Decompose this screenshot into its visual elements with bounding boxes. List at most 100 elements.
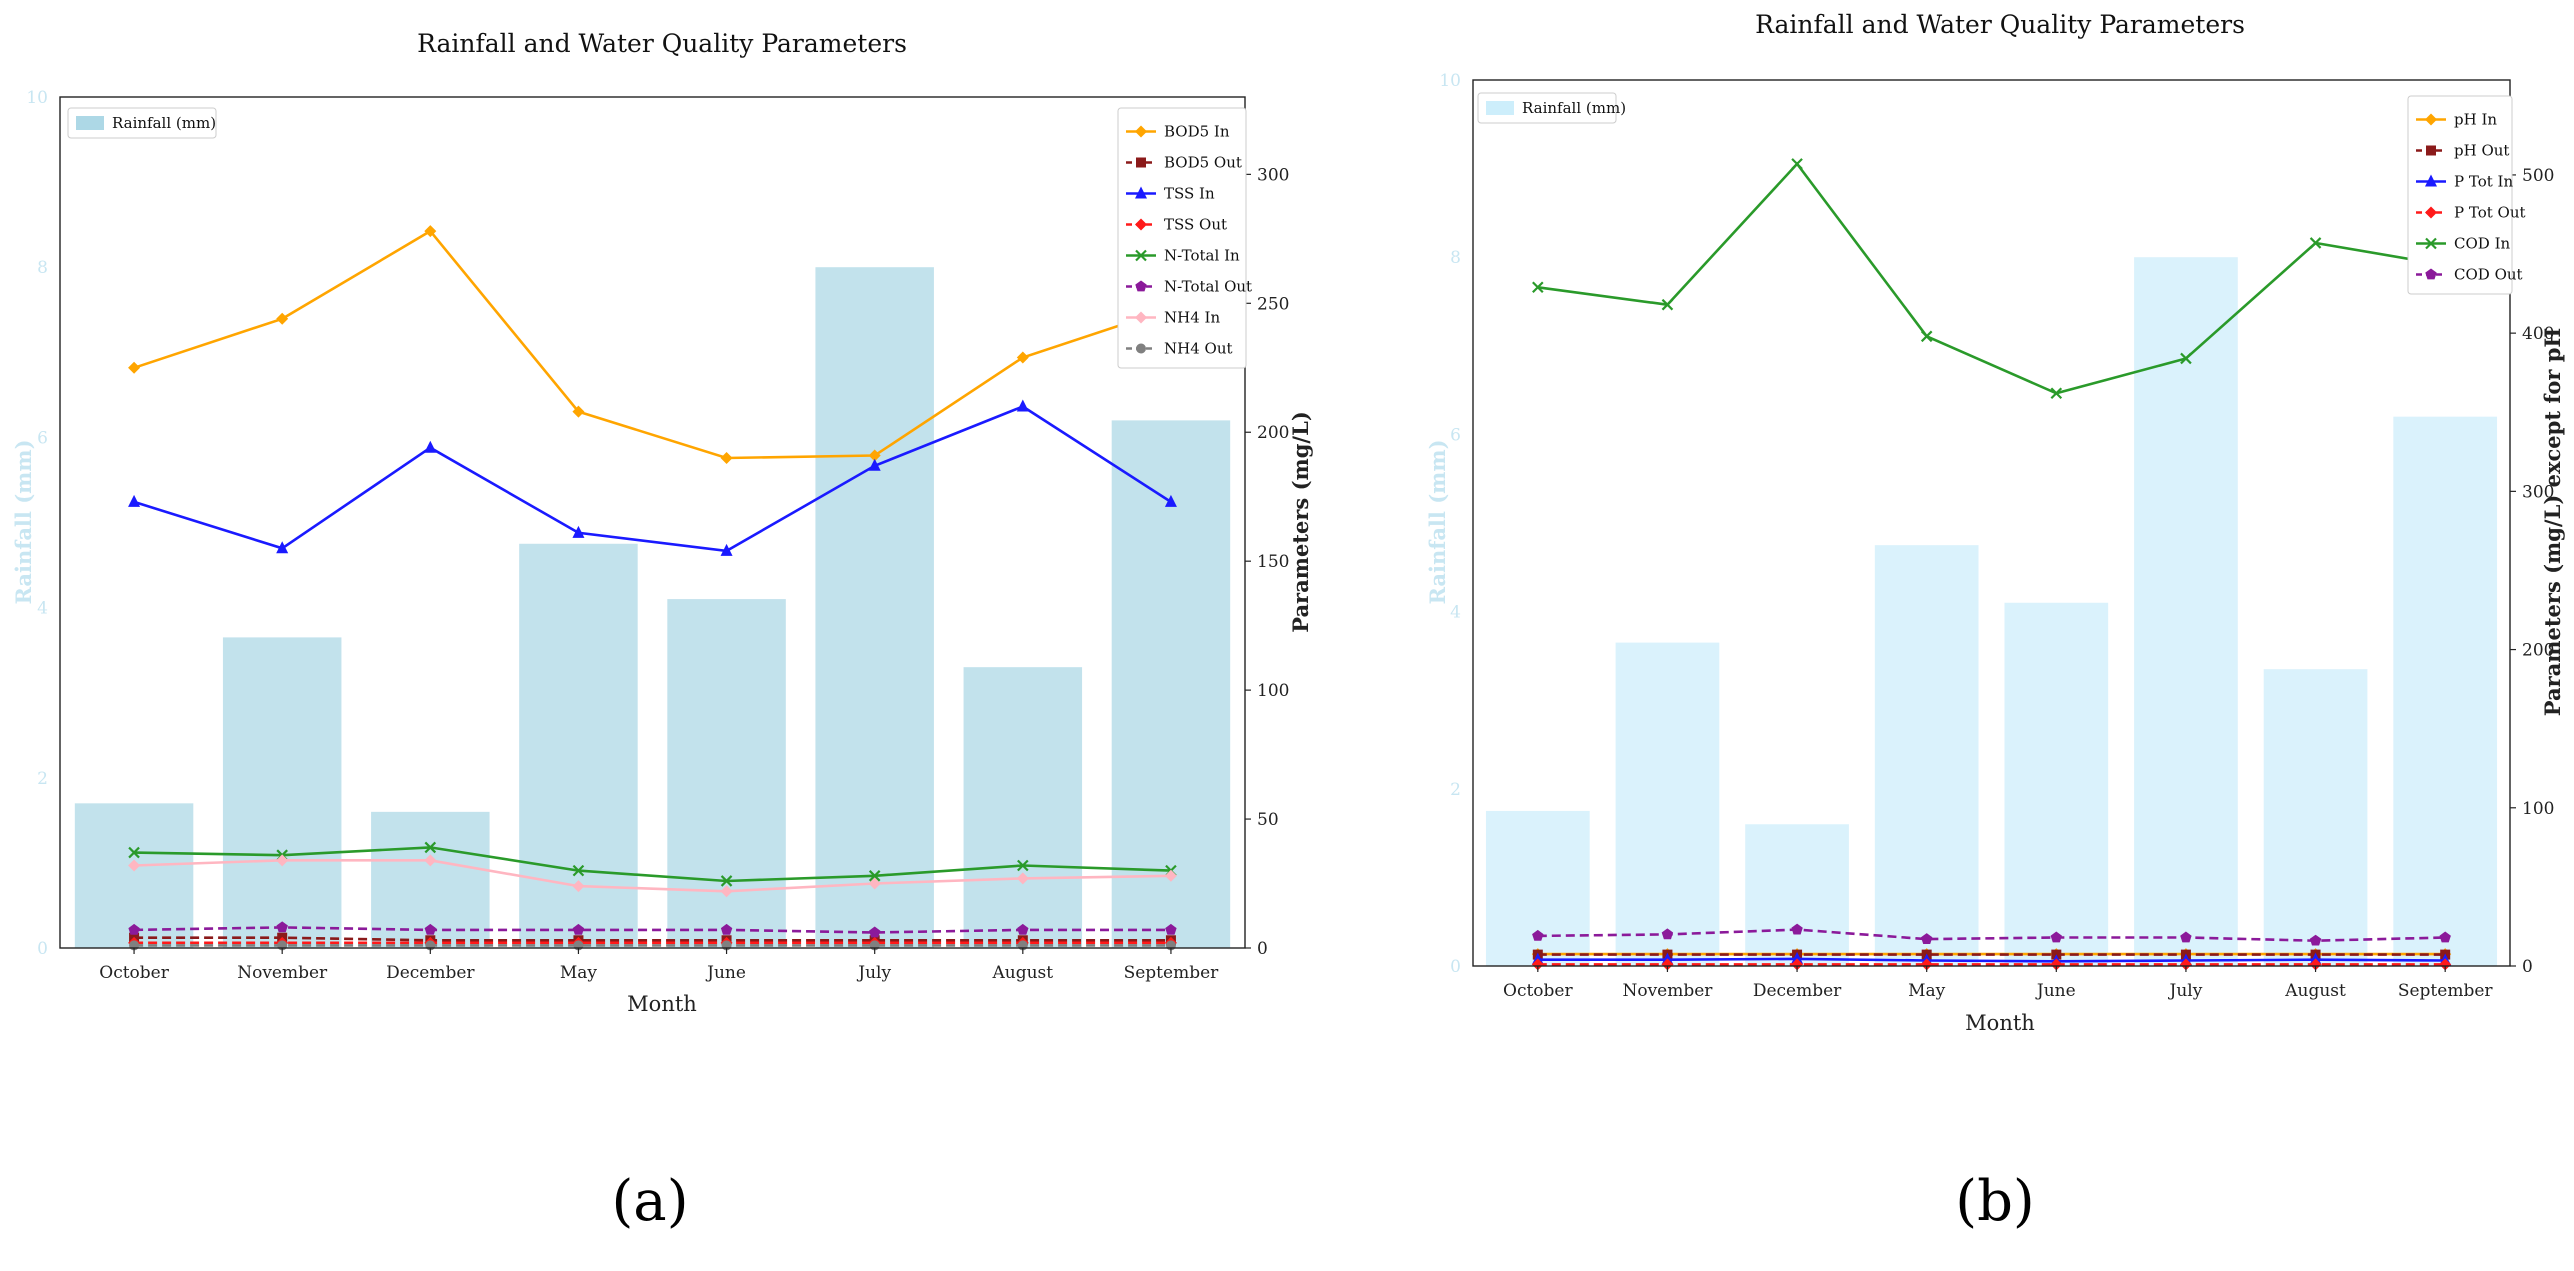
chart-b-legend-marker-3 <box>2425 206 2437 219</box>
chart-b-legend-label-5: COD Out <box>2454 266 2523 284</box>
chart-b-x-tick-label-1: November <box>1622 981 1713 1001</box>
chart-a-legend-label-4: N-Total In <box>1164 247 1240 265</box>
chart-a-point-2-0 <box>128 494 141 507</box>
panel-label-a: (a) <box>611 1169 688 1234</box>
chart-b-point-4-5 <box>2180 352 2192 365</box>
chart-a-point-4-0 <box>128 846 140 859</box>
chart-b-left-tick-label-5: 10 <box>1439 71 1461 91</box>
chart-b-right-tick-label-2: 200 <box>2522 641 2554 661</box>
chart-a-line-legend-box <box>1117 107 1247 369</box>
chart-b-point-5-0 <box>1532 929 1544 941</box>
chart-a-point-4-6 <box>1017 859 1029 872</box>
chart-a-left-tick-label-4: 8 <box>37 258 48 278</box>
chart-b-left-tick-label-1: 2 <box>1450 780 1461 800</box>
chart-a-x-tick-label-4: June <box>705 963 746 983</box>
chart-a-rainfall-bar-0 <box>74 803 194 948</box>
chart-a-series-line-0 <box>133 229 1172 460</box>
chart-a-right-tick-label-6: 300 <box>1257 165 1289 185</box>
chart-a-point-0-5 <box>868 449 881 462</box>
chart-b-legend-marker-0 <box>2425 113 2437 126</box>
panel-a-chart: Rainfall and Water Quality Parameters Mo… <box>11 29 1313 1016</box>
chart-a-point-5-4 <box>720 923 733 935</box>
chart-a-legend-marker-2 <box>1135 186 1147 199</box>
chart-b-x-axis-label: Month <box>1965 1011 2035 1035</box>
chart-b-series-line-2 <box>1537 957 2446 963</box>
chart-b-point-4-3 <box>1920 330 1933 343</box>
chart-b-legend-marker-2 <box>2425 174 2437 187</box>
chart-b-point-3-1 <box>1661 958 1674 971</box>
chart-b-bar-legend-label: Rainfall (mm) <box>1522 99 1626 117</box>
chart-a-point-0-6 <box>1016 351 1029 364</box>
chart-a-point-0-3 <box>572 405 585 418</box>
chart-b-right-tick-label-1: 100 <box>2522 799 2554 819</box>
chart-a-rainfall-bar-1 <box>222 637 342 948</box>
chart-a-rainfall-bar-7 <box>1111 420 1231 948</box>
chart-a-legend-label-5: N-Total Out <box>1164 278 1252 296</box>
panel-b-chart: Rainfall and Water Quality Parameters Mo… <box>1425 10 2565 1035</box>
chart-b-legend-marker-1 <box>2426 145 2436 156</box>
chart-a-left-tick-label-3: 6 <box>37 428 48 448</box>
chart-b-point-3-7 <box>2439 958 2452 971</box>
chart-b-series-line-5 <box>1537 928 2446 943</box>
chart-a-bar-legend-label: Rainfall (mm) <box>112 114 216 132</box>
chart-a-series-line-5 <box>134 926 1171 934</box>
chart-a-right-axis-label: Parameters (mg/L) <box>1288 411 1313 633</box>
chart-a-point-2-2 <box>424 440 437 453</box>
chart-b-rainfall-bar-3 <box>1874 545 1979 966</box>
chart-b-rainfall-bar-0 <box>1485 810 1590 966</box>
chart-a-point-0-2 <box>424 225 437 238</box>
chart-b-point-5-7 <box>2439 931 2451 943</box>
chart-b-legend-label-0: pH In <box>2454 111 2497 129</box>
chart-a-x-tick-label-1: November <box>237 963 328 983</box>
chart-a-point-6-2 <box>424 854 437 867</box>
chart-b-x-tick-label-6: August <box>2284 981 2346 1001</box>
chart-a-point-2-7 <box>1164 494 1177 507</box>
chart-b-rainfall-bar-6 <box>2263 669 2368 966</box>
chart-a-x-tick-label-6: August <box>992 963 1054 983</box>
chart-b-bar-legend-box <box>1477 92 1617 124</box>
chart-b-point-5-5 <box>2180 931 2192 943</box>
chart-a-point-6-1 <box>276 854 289 867</box>
chart-b-right-axis-label: Parameters (mg/L) except for pH <box>2540 328 2565 717</box>
chart-a-point-5-2 <box>424 923 436 935</box>
chart-a-point-2-5 <box>868 458 881 471</box>
chart-a-bar-legend-box <box>67 107 217 139</box>
chart-a-left-tick-label-0: 0 <box>37 939 48 959</box>
chart-b-point-5-2 <box>1791 923 1803 935</box>
chart-b-rainfall-bar-7 <box>2393 416 2498 966</box>
chart-a-point-2-3 <box>572 525 585 538</box>
chart-b-right-tick-label-0: 0 <box>2522 957 2533 977</box>
chart-b-point-5-3 <box>1921 933 1933 944</box>
chart-a-point-6-4 <box>720 885 733 898</box>
chart-a-point-6-5 <box>868 877 881 890</box>
chart-b-rainfall-bar-2 <box>1745 824 1849 966</box>
chart-a-point-0-4 <box>720 452 733 465</box>
chart-a-x-tick-label-0: October <box>99 963 169 983</box>
chart-b-x-tick-label-3: May <box>1908 981 1946 1001</box>
chart-b-point-3-4 <box>2050 958 2063 971</box>
chart-a-point-4-5 <box>868 870 881 882</box>
chart-a-series-line-6 <box>134 858 1171 893</box>
chart-b-rainfall-bar-4 <box>2004 602 2109 966</box>
chart-a-point-4-4 <box>720 875 733 887</box>
chart-a-point-0-1 <box>276 312 289 325</box>
chart-b-point-2-2 <box>1791 951 1804 964</box>
chart-a-left-tick-label-2: 4 <box>37 599 48 619</box>
chart-b-left-tick-label-2: 4 <box>1450 603 1461 623</box>
chart-b-point-3-2 <box>1791 958 1804 971</box>
chart-a-legend-marker-7 <box>1136 343 1146 354</box>
chart-a-point-6-6 <box>1016 872 1029 885</box>
chart-a-right-tick-label-5: 250 <box>1257 294 1289 314</box>
chart-a-legend-marker-6 <box>1135 311 1147 324</box>
chart-a-point-2-4 <box>720 543 733 556</box>
chart-a-series-line-4 <box>134 846 1171 883</box>
chart-b-point-3-0 <box>1531 958 1544 971</box>
chart-b-legend-label-1: pH Out <box>2454 142 2509 160</box>
chart-b-point-4-4 <box>2050 387 2063 400</box>
chart-a-x-tick-label-3: May <box>560 963 598 983</box>
chart-a-x-tick-label-2: December <box>386 963 475 983</box>
chart-a-right-tick-label-3: 150 <box>1257 552 1289 572</box>
chart-a-right-tick-label-0: 0 <box>1257 939 1268 959</box>
chart-b-plot-frame <box>1472 79 2511 967</box>
chart-b-x-tick-label-5: July <box>2168 981 2203 1001</box>
